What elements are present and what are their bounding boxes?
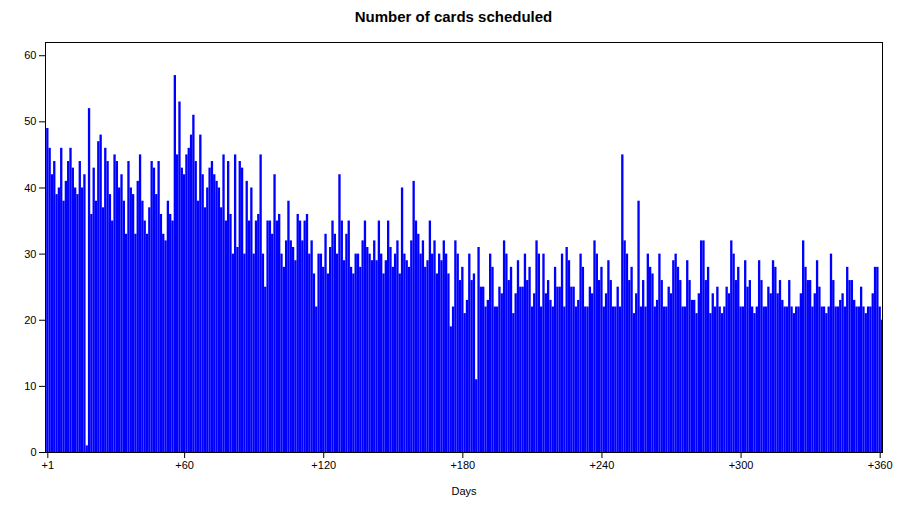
svg-text:60: 60: [24, 49, 36, 61]
svg-text:+300: +300: [729, 459, 754, 471]
html-text:Number of cards scheduled: Number of cards scheduled: [354, 8, 553, 25]
svg-text:20: 20: [24, 314, 36, 326]
svg-text:+180: +180: [450, 459, 475, 471]
svg-text:Days: Days: [451, 485, 477, 497]
svg-text:+1: +1: [42, 459, 55, 471]
svg-text:40: 40: [24, 182, 36, 194]
svg-text:0: 0: [30, 446, 36, 458]
svg-text:+60: +60: [175, 459, 194, 471]
svg-text:+240: +240: [590, 459, 615, 471]
svg-text:30: 30: [24, 248, 36, 260]
svg-text:+120: +120: [311, 459, 336, 471]
svg-text:10: 10: [24, 380, 36, 392]
svg-text:+360: +360: [868, 459, 893, 471]
svg-text:50: 50: [24, 115, 36, 127]
